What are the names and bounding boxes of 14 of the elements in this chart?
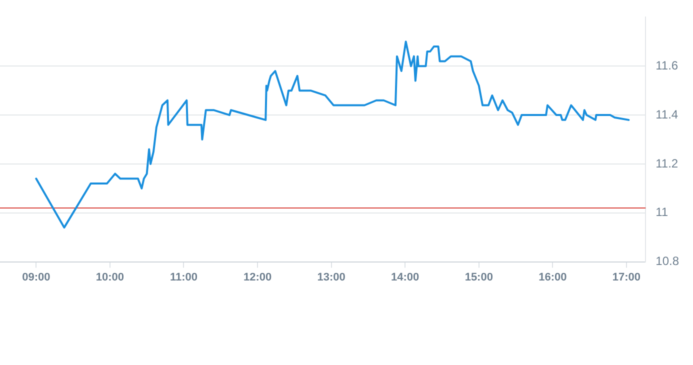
x-tick-label: 14:00 [391, 271, 420, 284]
x-tick-label: 15:00 [464, 271, 493, 284]
x-tick-label: 10:00 [96, 271, 124, 284]
x-tick-label: 11:00 [170, 271, 198, 284]
y-tick-label: 11 [656, 205, 668, 220]
x-tick-label: 17:00 [612, 271, 641, 284]
x-tick-label: 09:00 [22, 271, 50, 284]
x-tick-label: 16:00 [538, 271, 567, 284]
y-tick-label: 11.2 [656, 156, 678, 170]
y-tick-label: 11.4 [656, 107, 678, 122]
y-tick-label: 10.8 [656, 254, 680, 268]
x-tick-label: 12:00 [243, 271, 272, 284]
x-tick-label: 13:00 [317, 271, 346, 284]
y-tick-label: 11.6 [656, 58, 678, 72]
